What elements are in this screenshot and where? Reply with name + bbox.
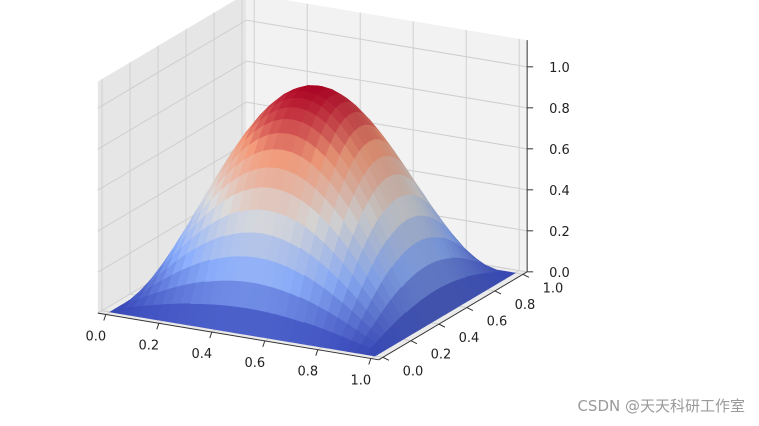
z-axis-ticks: 0.0 0.2 0.4 0.6 0.8 1.0 [527, 61, 570, 281]
y-tick-mark [410, 340, 418, 345]
z-tick-label: 0.8 [549, 102, 570, 117]
x-tick-mark [209, 331, 213, 339]
y-tick-label: 1.0 [543, 281, 564, 296]
surface-facet [364, 348, 381, 357]
y-tick-label: 0.2 [431, 348, 452, 363]
watermark-text: CSDN @天天科研工作室 [577, 397, 745, 415]
x-tick-label: 0.0 [85, 329, 106, 344]
z-tick-label: 0.4 [549, 184, 570, 199]
y-axis-line [378, 271, 528, 361]
y-axis-ticks: 0.0 0.2 0.4 0.6 0.8 1.0 [382, 273, 564, 379]
z-tick-label: 1.0 [549, 61, 570, 76]
y-tick-mark [466, 307, 474, 311]
axis-lines [97, 40, 528, 361]
x-tick-mark [103, 314, 107, 321]
x-tick-label: 0.6 [244, 356, 265, 371]
x-tick-mark [156, 323, 160, 330]
grid-line [97, 60, 528, 150]
x-tick-label: 0.4 [191, 347, 212, 362]
grid-line [97, 101, 528, 191]
x-tick-mark [315, 349, 319, 356]
y-tick-label: 0.8 [515, 298, 536, 313]
z-tick-label: 0.0 [549, 266, 570, 281]
x-axis-line [97, 312, 379, 361]
z-tick-label: 0.6 [549, 143, 570, 158]
y-tick-mark [522, 273, 530, 278]
y-tick-mark [382, 356, 390, 361]
z-tick-label: 0.2 [549, 225, 570, 240]
x-tick-mark [262, 340, 266, 348]
grid-line [97, 19, 528, 109]
y-tick-label: 0.0 [403, 364, 424, 379]
x-tick-label: 0.8 [297, 365, 318, 380]
y-tick-label: 0.4 [459, 331, 480, 346]
y-tick-label: 0.6 [487, 315, 508, 330]
x-tick-mark [368, 358, 372, 365]
x-tick-label: 1.0 [350, 373, 371, 388]
surface-mesh [109, 85, 516, 357]
y-tick-mark [494, 290, 502, 295]
y-tick-mark [438, 323, 446, 328]
x-axis-ticks: 0.0 0.2 0.4 0.6 0.8 1.0 [85, 314, 372, 388]
x-tick-label: 0.2 [138, 338, 159, 353]
